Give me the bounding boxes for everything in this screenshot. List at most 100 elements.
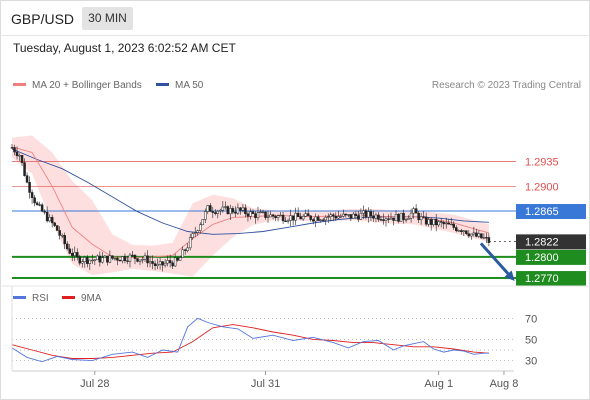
candle	[271, 213, 275, 220]
candle-body	[316, 216, 320, 221]
candle	[68, 244, 71, 255]
candle	[28, 176, 31, 199]
candle-body	[88, 259, 92, 264]
candle-body	[434, 218, 438, 226]
candle	[470, 233, 473, 240]
candle-body	[417, 212, 420, 221]
candle	[447, 219, 450, 225]
candle-body	[133, 254, 137, 259]
candle-body	[399, 212, 403, 222]
candle	[126, 255, 129, 265]
candle-body	[352, 213, 355, 219]
candle-body	[68, 248, 71, 254]
candle	[123, 253, 127, 264]
candle-body	[81, 261, 84, 264]
candle-body	[447, 222, 450, 225]
candle	[382, 213, 385, 225]
candle-body	[472, 232, 476, 235]
candle	[86, 255, 89, 268]
candle	[344, 213, 348, 218]
candle	[354, 211, 358, 220]
legend-ma50-label: MA 50	[175, 80, 204, 91]
candle-body	[264, 211, 267, 218]
candle	[392, 217, 395, 226]
candle-body	[289, 215, 292, 221]
candle	[304, 209, 307, 218]
candle	[221, 201, 225, 213]
timeframe-badge[interactable]: 30 MIN	[82, 7, 133, 30]
candle-body	[407, 218, 410, 220]
candle	[316, 214, 320, 222]
candle-body	[106, 255, 109, 263]
candle-body	[357, 215, 360, 220]
candle-body	[259, 211, 262, 214]
candle	[457, 229, 461, 232]
candle-body	[163, 262, 167, 266]
candle-body	[158, 261, 162, 265]
candle	[183, 248, 187, 255]
candle	[48, 214, 51, 223]
candle-body	[123, 256, 127, 261]
candle-body	[432, 218, 435, 225]
candle	[465, 230, 468, 235]
level-label-1.2770: 1.2770	[525, 273, 559, 285]
candle	[442, 220, 445, 230]
candle-body	[294, 212, 297, 221]
candle-body	[304, 213, 307, 217]
candle-body	[25, 175, 29, 183]
candle-body	[244, 207, 247, 215]
candle	[387, 214, 390, 224]
candle-body	[314, 216, 317, 222]
candle	[324, 215, 327, 226]
candle-body	[364, 210, 368, 218]
candle-body	[18, 155, 21, 157]
candle	[404, 217, 408, 223]
candle-body	[367, 211, 370, 218]
candle	[480, 233, 483, 239]
candle-body	[339, 216, 343, 218]
candle-body	[256, 212, 260, 219]
candle	[379, 216, 383, 222]
legend-ma20: MA 20 + Bollinger Bands	[13, 80, 142, 91]
level-label-1.2800: 1.2800	[525, 252, 559, 264]
candle-body	[116, 257, 119, 261]
candle	[249, 208, 252, 220]
candle-body	[327, 216, 330, 218]
candle	[226, 205, 230, 215]
candle	[369, 209, 373, 222]
legend-rsi-ma: 9MA	[62, 293, 102, 304]
candle-body	[156, 264, 159, 266]
candle-body	[161, 261, 164, 266]
candle-body	[334, 216, 338, 219]
candle-body	[284, 220, 287, 222]
candle	[83, 255, 87, 268]
candle	[274, 214, 277, 222]
candle-body	[226, 206, 230, 215]
candle	[254, 211, 257, 224]
candle	[291, 215, 295, 226]
candle	[475, 228, 478, 238]
candle	[168, 254, 172, 268]
candle-body	[394, 214, 398, 221]
candle-body	[362, 210, 365, 214]
candle	[439, 217, 443, 228]
legend-ma20-label: MA 20 + Bollinger Bands	[32, 80, 142, 91]
candle	[116, 256, 119, 266]
candle-body	[309, 215, 312, 220]
candle-body	[48, 217, 51, 222]
candle-body	[214, 212, 217, 214]
candle	[15, 146, 19, 160]
candle	[482, 233, 486, 240]
candle	[429, 217, 433, 231]
candle	[284, 216, 287, 222]
candle-body	[402, 212, 405, 220]
candle-body	[457, 230, 461, 232]
candle-body	[15, 151, 19, 157]
candle	[10, 143, 14, 149]
candle	[45, 206, 49, 223]
candle	[143, 252, 147, 262]
candle-body	[60, 235, 64, 237]
candle-body	[409, 212, 413, 219]
candle	[53, 221, 56, 228]
candle	[332, 213, 335, 222]
